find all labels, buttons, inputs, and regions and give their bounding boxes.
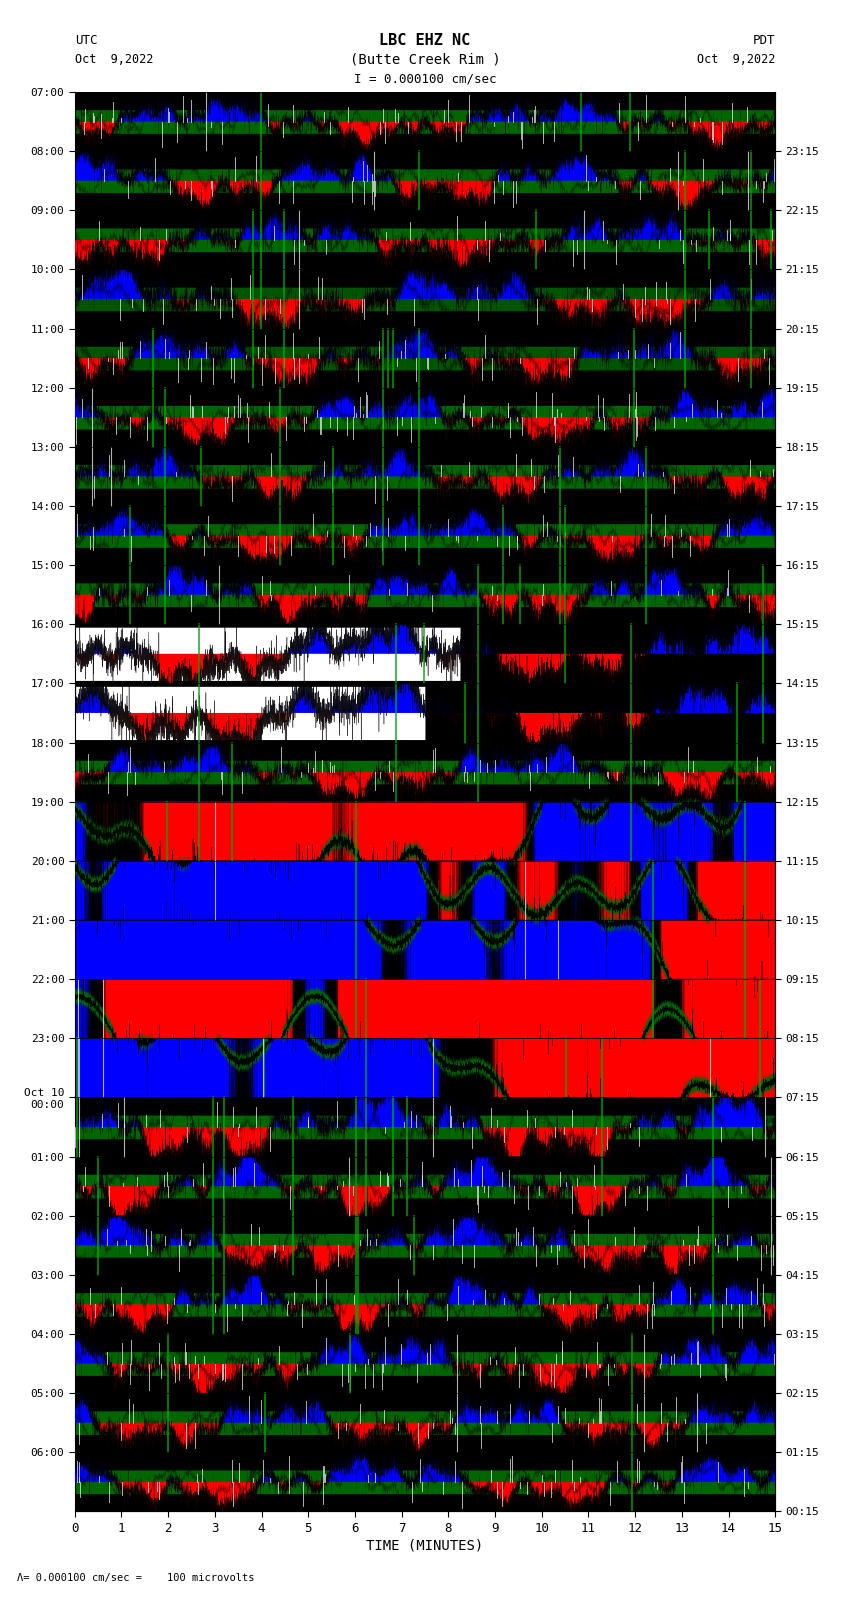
Text: LBC EHZ NC: LBC EHZ NC bbox=[379, 32, 471, 48]
Text: Oct  9,2022: Oct 9,2022 bbox=[697, 53, 775, 66]
Text: (Butte Creek Rim ): (Butte Creek Rim ) bbox=[349, 53, 501, 66]
Text: Λ= 0.000100 cm/sec =    100 microvolts: Λ= 0.000100 cm/sec = 100 microvolts bbox=[17, 1573, 254, 1582]
X-axis label: TIME (MINUTES): TIME (MINUTES) bbox=[366, 1539, 484, 1553]
Text: Oct  9,2022: Oct 9,2022 bbox=[75, 53, 153, 66]
Text: UTC: UTC bbox=[75, 34, 97, 47]
Text: I = 0.000100 cm/sec: I = 0.000100 cm/sec bbox=[354, 73, 496, 85]
Text: PDT: PDT bbox=[753, 34, 775, 47]
